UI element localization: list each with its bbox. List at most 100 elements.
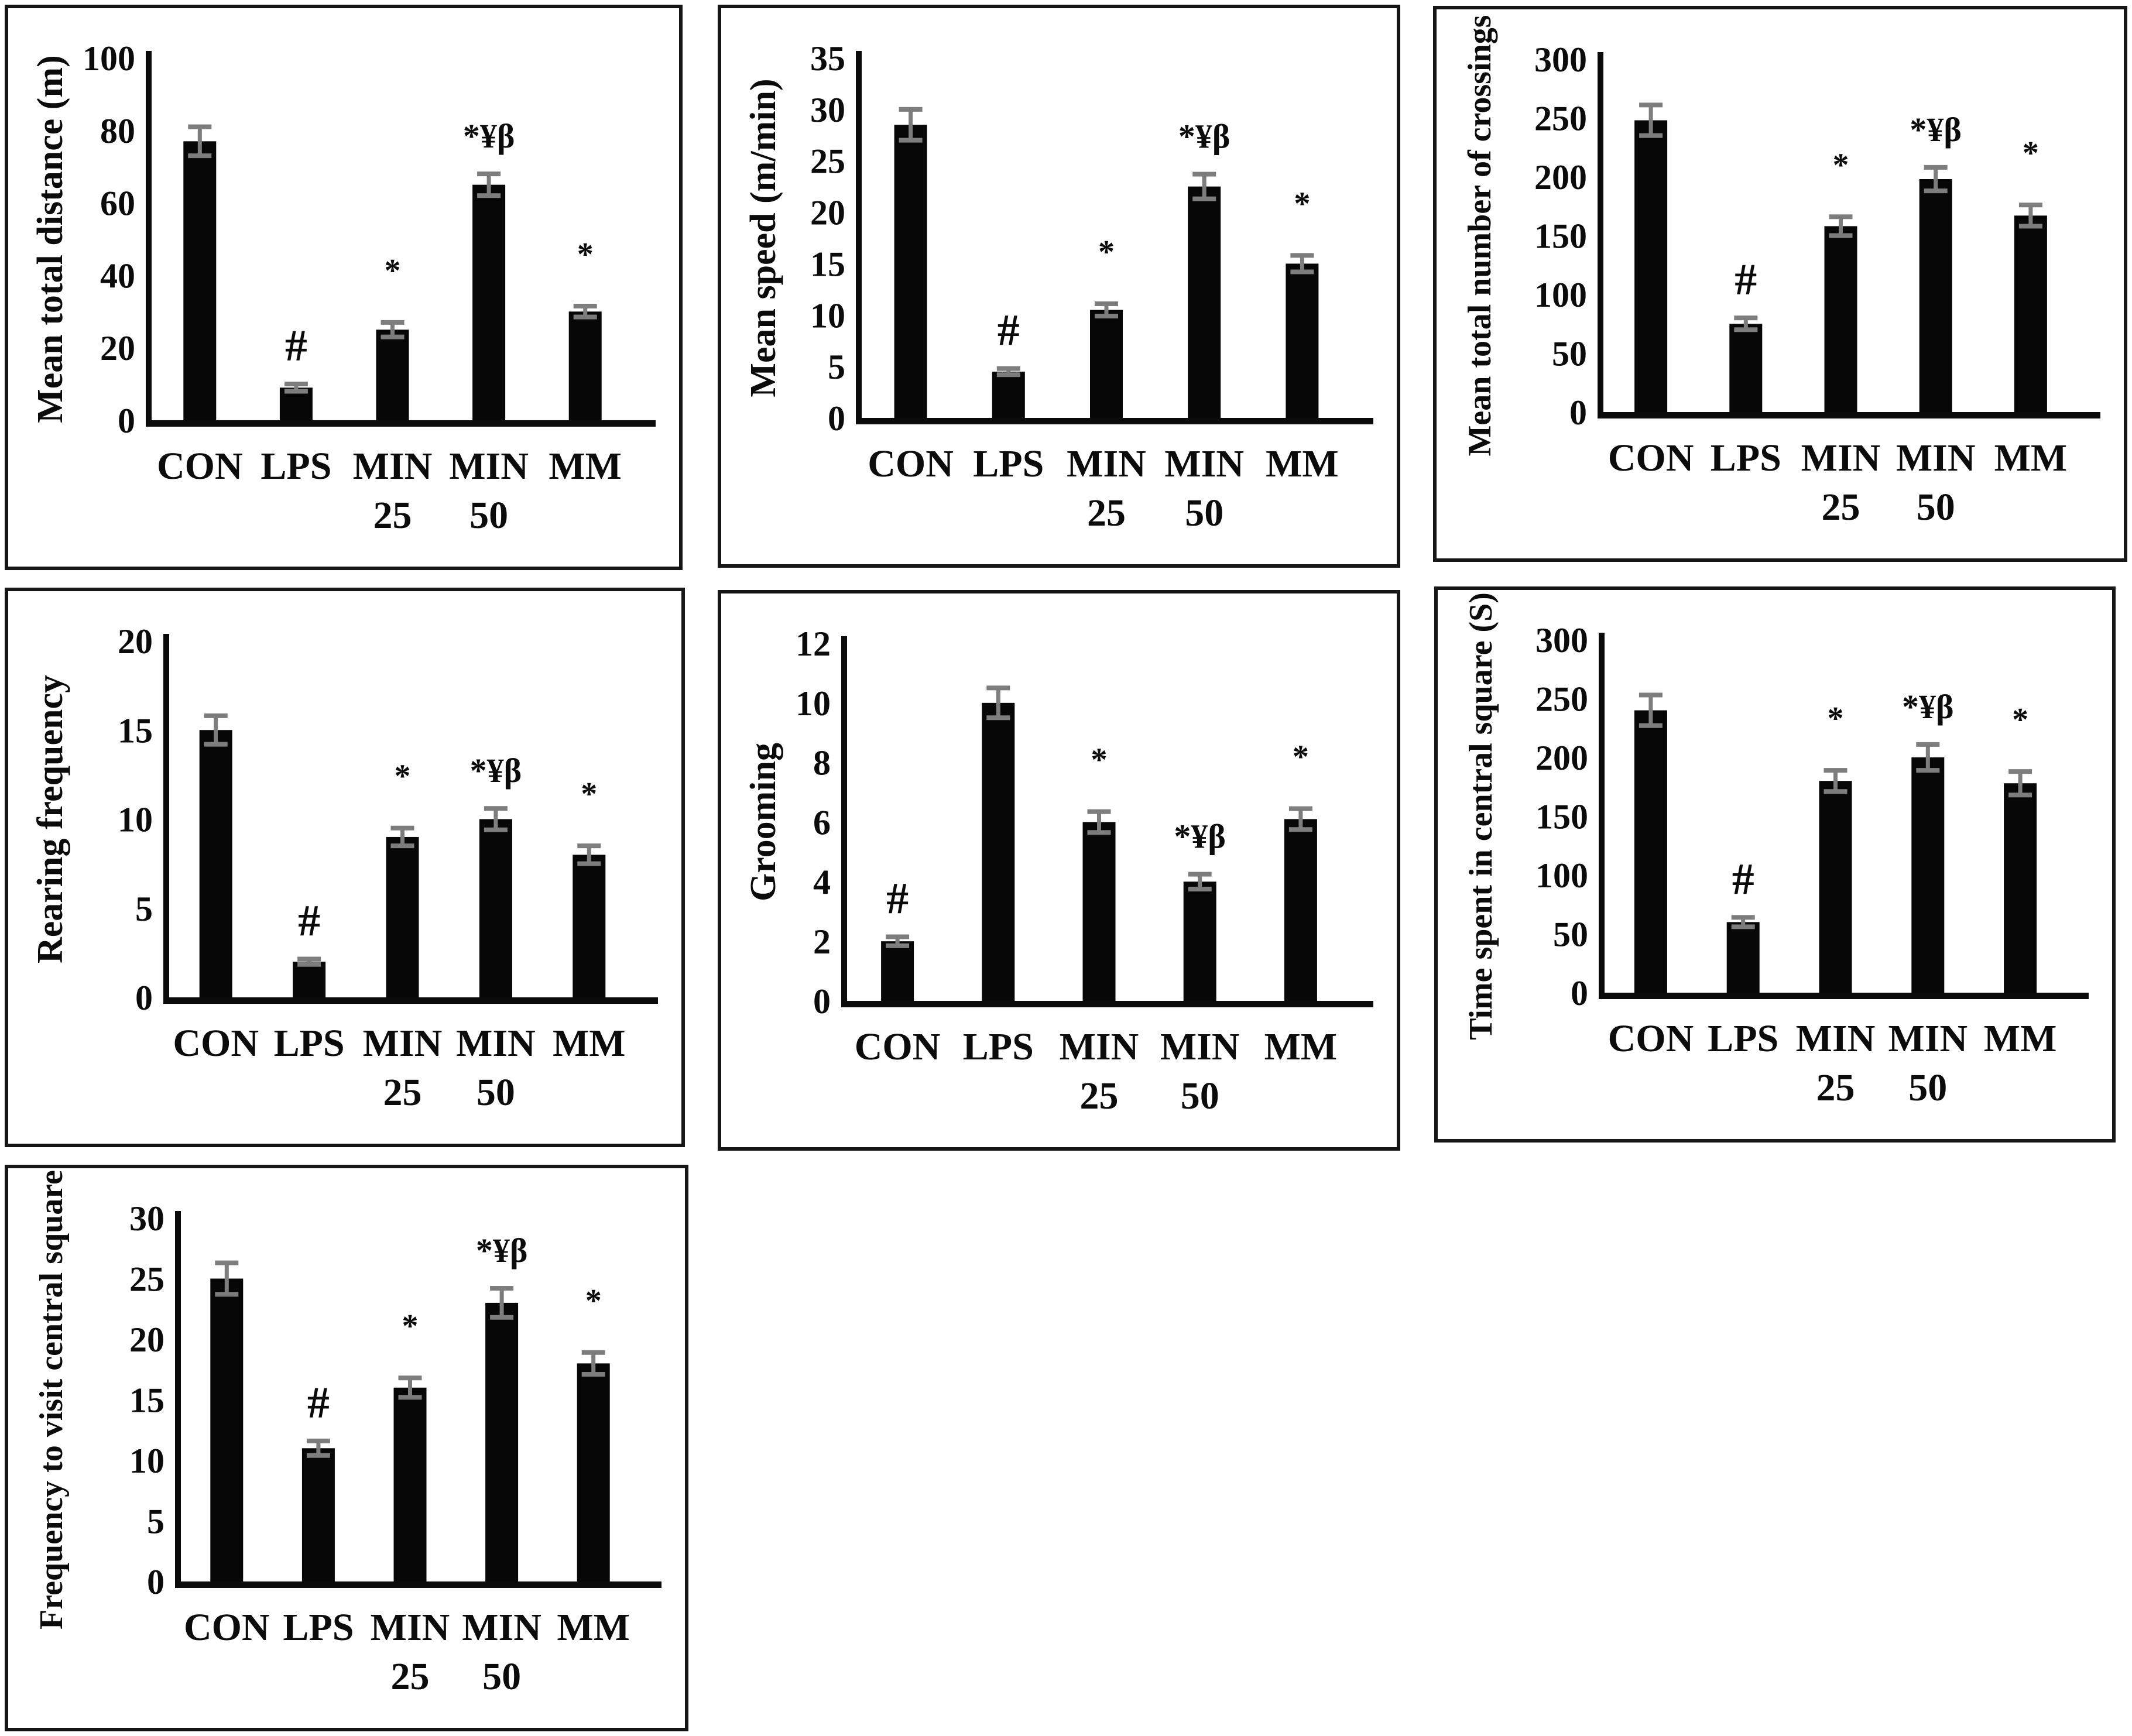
y-tick-label: 5 <box>147 1502 164 1541</box>
error-bar <box>1192 171 1216 201</box>
significance-marker: *¥β <box>470 752 522 790</box>
error-bar-cap-top <box>1288 806 1312 811</box>
bar-mm <box>577 1363 610 1581</box>
error-bar-line <box>1833 770 1838 792</box>
error-bar <box>306 1438 330 1458</box>
error-bar <box>573 304 597 320</box>
error-bar <box>1639 102 1663 138</box>
error-bar-cap-top <box>1192 171 1216 177</box>
error-bar-line <box>1648 695 1653 726</box>
y-axis <box>175 1211 181 1587</box>
significance-marker: * <box>1091 742 1108 778</box>
error-bar-cap-bottom <box>188 153 212 159</box>
x-category-label: MIN <box>1888 1017 1968 1060</box>
bar-min-50 <box>485 1302 519 1581</box>
error-bar-cap-bottom <box>215 1292 239 1297</box>
significance-marker: # <box>998 306 1020 355</box>
x-category-label: LPS <box>963 1025 1034 1068</box>
y-tick-label: 8 <box>813 744 831 783</box>
error-bar-line <box>307 959 311 965</box>
y-axis <box>841 636 847 1007</box>
x-category-label: MM <box>1264 1025 1338 1068</box>
error-bar-cap-top <box>477 171 501 177</box>
bar-min-25 <box>1090 310 1123 418</box>
y-axis <box>146 51 152 426</box>
x-category-sublabel: 50 <box>1185 492 1223 534</box>
chart-mean-total-distance: 0 20 40 60 80 100 Mean total distance (m) CON # L… <box>5 5 683 570</box>
bar-chart: 0 2 4 6 8 10 12 Grooming # CON LPS * MIN 25 *¥β MIN 50 * M… <box>743 625 1373 1117</box>
x-category-label: CON <box>1608 1017 1694 1060</box>
x-category-sublabel: 50 <box>1181 1075 1219 1117</box>
y-tick-label: 50 <box>1553 915 1588 954</box>
error-bar-cap-top <box>1734 315 1758 321</box>
error-bar-line <box>197 126 202 156</box>
error-bar-cap-top <box>1639 692 1663 698</box>
y-tick-label: 20 <box>129 1320 164 1359</box>
error-bar <box>1188 872 1212 892</box>
error-bar-line <box>493 808 498 830</box>
bar-mm <box>568 311 602 420</box>
x-category-label: LPS <box>274 1022 345 1065</box>
x-category-label: MIN <box>449 445 529 488</box>
significance-marker: * <box>395 759 411 795</box>
y-tick-label: 5 <box>828 348 845 386</box>
error-bar <box>204 713 228 747</box>
error-bar <box>1916 742 1940 773</box>
error-bar-cap-top <box>381 320 405 325</box>
error-bar-cap-top <box>490 1286 514 1291</box>
chart-frequency-central-square: 0 5 10 15 20 25 30 Frequency to visit central s… <box>5 1165 688 1731</box>
error-bar-cap-top <box>398 1375 422 1381</box>
y-tick-label: 200 <box>1534 158 1587 197</box>
x-category-label: MIN <box>1796 1017 1876 1060</box>
bar-min-25 <box>1082 822 1116 1001</box>
x-axis <box>841 1001 1373 1007</box>
y-axis-title: Rearing frequency <box>30 675 70 963</box>
x-category-sublabel: 50 <box>1908 1066 1947 1109</box>
y-axis-title: Mean total distance (m) <box>30 55 70 423</box>
x-category-sublabel: 50 <box>469 494 508 537</box>
y-tick-label: 25 <box>129 1260 164 1299</box>
error-bar-line <box>583 306 588 317</box>
x-axis <box>146 420 656 427</box>
error-bar-cap-top <box>484 806 508 811</box>
error-bar-cap-top <box>581 1350 605 1355</box>
x-category-sublabel: 25 <box>383 1071 422 1114</box>
y-tick-label: 15 <box>118 711 153 750</box>
bar-min-50 <box>1919 179 1952 412</box>
significance-marker: *¥β <box>1174 818 1226 856</box>
bar-min-25 <box>386 836 419 997</box>
x-category-sublabel: 25 <box>373 494 412 537</box>
bar-min-50 <box>472 184 506 420</box>
error-bar-line <box>1298 808 1303 830</box>
error-bar-cap-top <box>297 956 321 962</box>
y-tick-label: 40 <box>100 256 135 295</box>
x-category-label: MIN <box>462 1606 541 1649</box>
significance-marker: *¥β <box>476 1231 528 1270</box>
y-tick-label: 20 <box>100 329 135 368</box>
x-category-sublabel: 25 <box>1822 486 1860 529</box>
error-bar-line <box>486 174 491 196</box>
error-bar <box>1095 301 1118 319</box>
bar-lps <box>992 371 1025 418</box>
bar-lps <box>293 962 326 997</box>
error-bar-cap-bottom <box>477 193 501 198</box>
bar-chart: 0 5 10 15 20 25 30 35 Mean speed (m/min) CON # LPS *… <box>743 39 1373 534</box>
error-bar-cap-bottom <box>484 827 508 832</box>
x-category-label: CON <box>868 442 954 485</box>
x-category-label: MM <box>1266 442 1339 485</box>
error-bar-line <box>408 1378 412 1398</box>
error-bar-cap-top <box>1188 872 1212 877</box>
chart-grooming: 0 2 4 6 8 10 12 Grooming # CON LPS * MIN 25 *¥β MIN 50 * M… <box>718 590 1400 1151</box>
error-bar-cap-bottom <box>1829 233 1853 238</box>
error-bar-line <box>214 715 218 745</box>
error-bar <box>477 171 501 198</box>
y-tick-label: 300 <box>1535 621 1588 660</box>
error-bar-line <box>1300 255 1304 272</box>
x-category-label: CON <box>157 445 243 488</box>
error-bar-cap-bottom <box>1823 789 1847 794</box>
bar-chart: 0 20 40 60 80 100 Mean total distance (m) CON # L… <box>30 39 656 537</box>
bar-mm <box>2014 215 2047 412</box>
x-category-label: MM <box>1984 1017 2057 1060</box>
error-bar-line <box>1006 368 1011 375</box>
error-bar-cap-top <box>188 124 212 129</box>
